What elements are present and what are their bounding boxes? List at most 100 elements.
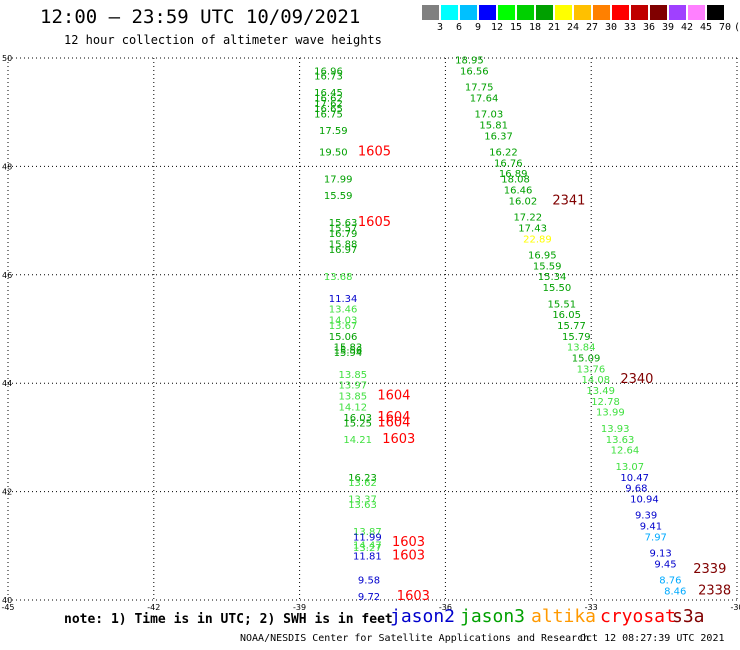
wave-height-label: 13.99 (596, 408, 625, 419)
wave-height-label: 9.41 (640, 522, 662, 533)
wave-height-label: 18.08 (501, 175, 530, 186)
legend-swatch (631, 5, 648, 20)
satellite-cryosat: cryosat (600, 606, 676, 627)
pass-id-label: 1604 (377, 416, 410, 431)
wave-height-label: 22.89 (523, 234, 552, 245)
wave-height-label: 17.59 (319, 126, 348, 137)
wave-height-label: 17.03 (475, 110, 504, 121)
wave-height-label: 18.95 (455, 55, 484, 66)
wave-height-label: 16.96 (314, 66, 343, 77)
wave-height-label: 16.05 (552, 310, 581, 321)
wave-height-label: 13.87 (353, 527, 382, 538)
x-tick-label: -45 (1, 603, 14, 612)
wave-height-label: 16.79 (329, 229, 358, 240)
x-tick-label: -36 (439, 603, 452, 612)
wave-height-label: 17.75 (465, 83, 494, 94)
wave-height-label: 13.67 (329, 321, 358, 332)
pass-id-label: 2338 (698, 584, 731, 599)
legend-label: 6 (455, 22, 463, 33)
legend-swatch (707, 5, 724, 20)
legend-label: 27 (585, 22, 599, 33)
legend-swatch (650, 5, 667, 20)
wave-height-label: 16.46 (504, 186, 533, 197)
wave-height-label: 8.76 (659, 576, 681, 587)
pass-id-label: 1603 (397, 589, 430, 604)
satellite-jason3: jason3 (460, 606, 526, 627)
note-text: note: 1) Time is in UTC; 2) SWH is in fe… (64, 612, 393, 627)
wave-height-label: 16.62 (314, 93, 343, 104)
wave-height-label: 8.46 (664, 587, 686, 598)
pass-id-label: 2341 (552, 193, 585, 208)
wave-height-label: 13.97 (338, 381, 367, 392)
pass-id-label: 1603 (392, 548, 425, 563)
wave-height-label: 16.22 (489, 148, 518, 159)
pass-id-label: 1605 (358, 215, 391, 230)
y-tick-label: 44 (2, 379, 12, 388)
wave-height-label: 15.94 (334, 348, 363, 359)
wave-height-label: 15.06 (329, 332, 358, 343)
wave-height-label: 9.13 (650, 549, 672, 560)
wave-height-label: 15.59 (533, 261, 562, 272)
wave-height-label: 16.76 (494, 158, 523, 169)
wave-height-label: 19.50 (319, 148, 348, 159)
legend-label: 12 (490, 22, 504, 33)
y-tick-label: 48 (2, 162, 12, 171)
pass-id-label: 1605 (358, 145, 391, 160)
wave-height-label: 7.97 (645, 532, 667, 543)
wave-height-label: 13.63 (606, 435, 635, 446)
wave-height-label: 11.99 (353, 532, 382, 543)
pass-id-label: 2339 (693, 562, 726, 577)
wave-height-label: 17.62 (314, 99, 343, 110)
wave-height-label: 12.78 (591, 397, 620, 408)
legend-label: 18 (528, 22, 542, 33)
wave-height-label: 15.83 (334, 343, 363, 354)
wave-height-label: 17.64 (470, 93, 499, 104)
wave-height-label: 13.62 (348, 478, 377, 489)
wave-height-label: 14.08 (581, 375, 610, 386)
legend-swatch (479, 5, 496, 20)
wave-height-label: 9.39 (635, 511, 657, 522)
wave-height-label: 15.77 (557, 321, 586, 332)
wave-height-label: 13.93 (601, 424, 630, 435)
legend-swatch (498, 5, 515, 20)
grid-lines (7, 57, 738, 601)
wave-height-label: 13.84 (567, 343, 596, 354)
satellite-jason2: jason2 (390, 606, 456, 627)
wave-height-label: 9.68 (625, 484, 647, 495)
x-tick-label: -33 (585, 603, 598, 612)
wave-height-label: 13.07 (616, 462, 645, 473)
wave-height-label: 15.09 (572, 354, 601, 365)
wave-height-label: 13.85 (338, 391, 367, 402)
wave-height-label: 16.02 (509, 196, 538, 207)
wave-height-label: 16.73 (314, 72, 343, 83)
pass-id-label: 1604 (377, 410, 410, 425)
legend-label: 70 (718, 22, 732, 33)
wave-height-label: 11.81 (353, 551, 382, 562)
legend-label: 33 (623, 22, 637, 33)
wave-height-label: 16.03 (343, 413, 372, 424)
legend-swatch (688, 5, 705, 20)
wave-height-label: 14.47 (353, 541, 382, 552)
legend-swatch (555, 5, 572, 20)
wave-height-label: 14.03 (329, 316, 358, 327)
legend-swatch (593, 5, 610, 20)
chart-subtitle: 12 hour collection of altimeter wave hei… (64, 33, 382, 47)
wave-height-label: 13.63 (348, 500, 377, 511)
legend-label: 15 (509, 22, 523, 33)
wave-height-label: 9.58 (358, 576, 380, 587)
wave-height-label: 14.21 (343, 435, 372, 446)
wave-height-label: 15.51 (547, 299, 576, 310)
pass-id-label: 1603 (382, 432, 415, 447)
legend-label: 42 (680, 22, 694, 33)
wave-height-label: 12.64 (611, 446, 640, 457)
satellite-s3a: s3a (672, 606, 705, 627)
wave-height-label: 16.37 (484, 131, 513, 142)
legend-swatch (574, 5, 591, 20)
legend-swatch (536, 5, 553, 20)
wave-height-label: 15.79 (562, 332, 591, 343)
wave-height-label: 10.47 (620, 473, 649, 484)
wave-height-label: 15.88 (329, 240, 358, 251)
pass-id-label: 1604 (377, 388, 410, 403)
